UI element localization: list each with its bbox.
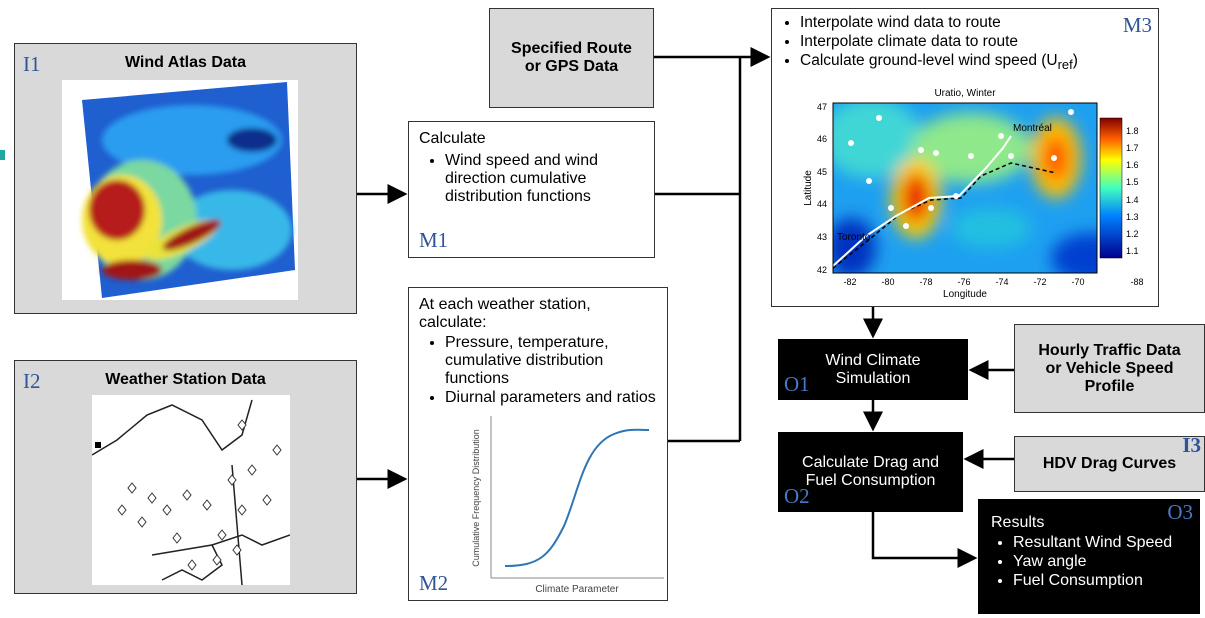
bullet: Interpolate wind data to route: [800, 14, 1150, 32]
box-title: HDV Drag Curves: [1043, 455, 1176, 473]
output-box: Results Resultant Wind Speed Yaw angle F…: [978, 499, 1200, 614]
box-id: O3: [1167, 500, 1193, 525]
bullet: Diurnal parameters and ratios: [445, 389, 657, 407]
y-tick-label: 44: [817, 199, 827, 209]
x-tick-label: -80: [881, 277, 894, 287]
x-tick-label: -70: [1071, 277, 1084, 287]
box-id: M1: [419, 228, 448, 253]
y-tick-label: 47: [817, 102, 827, 112]
axis-label: Cumulative Frequency Distribution: [471, 429, 481, 567]
bullet: Fuel Consumption: [1013, 572, 1187, 590]
x-tick-label: -88: [1130, 277, 1143, 287]
bullet: Pressure, temperature, cumulative distri…: [445, 334, 657, 388]
colorbar-tick-label: 1.2: [1126, 229, 1139, 239]
box-line: Wind Climate: [825, 352, 920, 370]
city-label: Toronto: [837, 232, 871, 243]
colorbar-tick-label: 1.5: [1126, 177, 1139, 187]
bullet: Wind speed and wind direction cumulative…: [445, 152, 644, 206]
box-heading: Results: [991, 514, 1187, 532]
y-tick-label: 42: [817, 265, 827, 275]
input-box: Hourly Traffic Data or Vehicle Speed Pro…: [1014, 324, 1205, 413]
edge-mark: [0, 150, 5, 160]
box-line: Hourly Traffic Data: [1038, 342, 1180, 360]
input-box: I2 Weather Station Data: [14, 360, 357, 594]
page: I1 Wind Atlas Data I2 Weather Station Da…: [0, 0, 1205, 618]
axis-label: Climate Parameter: [535, 584, 619, 595]
colorbar-tick-label: 1.6: [1126, 160, 1139, 170]
x-tick-label: -72: [1033, 277, 1046, 287]
y-tick-label: 43: [817, 232, 827, 242]
input-box: HDV Drag Curves I3: [1014, 436, 1205, 492]
box-line: Fuel Consumption: [806, 472, 936, 490]
box-line: Specified Route: [511, 40, 632, 58]
box-id: I3: [1182, 433, 1201, 458]
box-line: Calculate Drag and: [802, 454, 939, 472]
wind-atlas-image: [62, 80, 298, 300]
bullet: Yaw angle: [1013, 553, 1187, 571]
bullet-text: Calculate ground-level wind speed (U: [800, 52, 1058, 69]
input-box: I1 Wind Atlas Data: [14, 43, 357, 314]
colorbar-tick-label: 1.7: [1126, 143, 1139, 153]
box-id: M2: [419, 571, 448, 596]
process-box: Calculate Wind speed and wind direction …: [408, 121, 655, 258]
x-tick-label: -76: [957, 277, 970, 287]
map-title: Uratio, Winter: [934, 88, 996, 99]
box-heading: Calculate: [419, 130, 644, 148]
box-id: O2: [784, 484, 810, 509]
x-tick-label: -78: [919, 277, 932, 287]
box-line: Profile: [1085, 378, 1135, 396]
cdf-plot: Cumulative Frequency Distribution Climat…: [469, 406, 669, 596]
wind-ratio-map: Uratio, Winter Montréal Toronto 47 46 45…: [771, 88, 1159, 303]
colorbar-tick-label: 1.4: [1126, 195, 1139, 205]
x-tick-label: -82: [843, 277, 856, 287]
axis-label: Latitude: [803, 170, 814, 206]
bullet-text: ): [1073, 52, 1078, 69]
bullet: Resultant Wind Speed: [1013, 534, 1187, 552]
box-title: Weather Station Data: [15, 371, 356, 389]
box-line: or Vehicle Speed: [1045, 360, 1173, 378]
box-id: M3: [1123, 13, 1152, 38]
output-box: Calculate Drag and Fuel Consumption O2: [778, 432, 963, 512]
route-box: Specified Route or GPS Data: [489, 8, 654, 108]
colorbar-tick-label: 1.8: [1126, 126, 1139, 136]
colorbar-tick-label: 1.3: [1126, 212, 1139, 222]
bullet: Interpolate climate data to route: [800, 33, 1150, 51]
city-label: Montréal: [1013, 123, 1052, 134]
x-tick-label: -74: [995, 277, 1008, 287]
y-tick-label: 46: [817, 134, 827, 144]
box-line: or GPS Data: [525, 58, 618, 76]
bullet: Calculate ground-level wind speed (Uref): [800, 52, 1150, 72]
process-box: At each weather station, calculate: Pres…: [408, 287, 668, 601]
y-tick-label: 45: [817, 167, 827, 177]
subscript: ref: [1058, 57, 1073, 72]
axis-label: Longitude: [943, 289, 987, 300]
box-id: O1: [784, 372, 810, 397]
cdf-curve: [505, 430, 649, 566]
output-box: Wind Climate Simulation O1: [778, 339, 968, 400]
box-heading: At each weather station, calculate:: [419, 296, 657, 332]
station-map-image: [92, 395, 290, 585]
box-line: Simulation: [836, 370, 911, 388]
colorbar-tick-label: 1.1: [1126, 246, 1139, 256]
box-title: Wind Atlas Data: [15, 54, 356, 72]
